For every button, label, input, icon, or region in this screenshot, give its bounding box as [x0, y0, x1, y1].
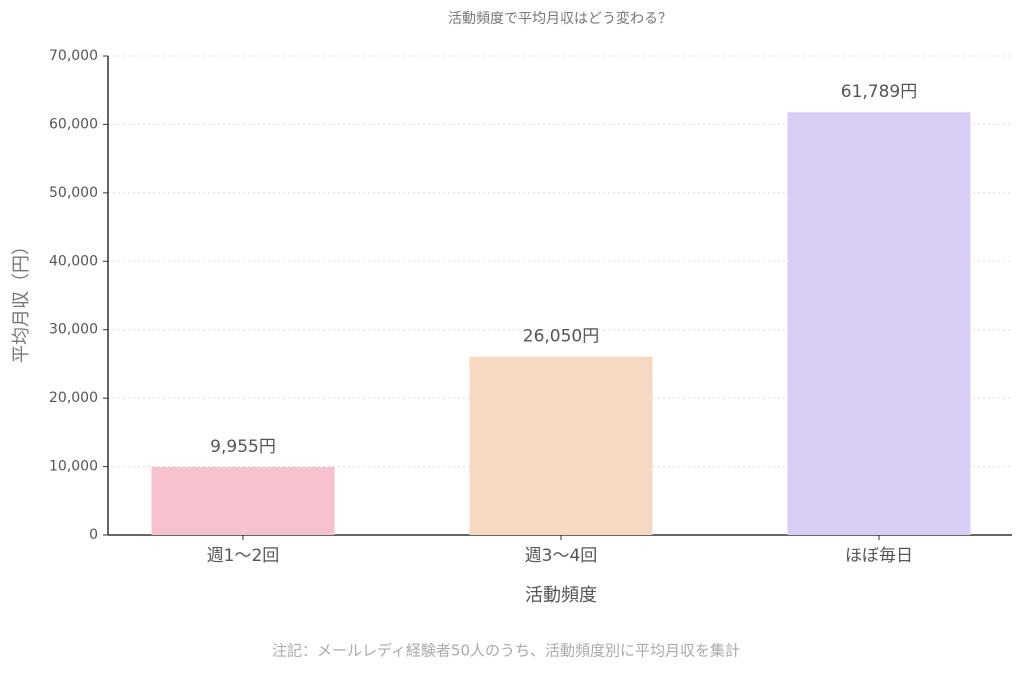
y-axis-label: 平均月収（円）: [11, 237, 32, 363]
y-tick-label: 20,000: [49, 390, 98, 406]
note: 注記：メールレディ経験者50人のうち、活動頻度別に平均月収を集計: [272, 642, 740, 660]
x-tick-label: 週1〜2回: [207, 546, 280, 566]
x-tick-label: 週3〜4回: [525, 546, 598, 566]
x-axis-label: 活動頻度: [525, 585, 597, 606]
y-tick-label: 10,000: [49, 459, 98, 475]
chart-title: 活動頻度で平均月収はどう変わる？: [448, 10, 672, 27]
value-label: 9,955円: [210, 437, 276, 457]
value-label: 26,050円: [523, 327, 599, 347]
bar: [151, 466, 335, 535]
bar: [787, 112, 971, 535]
y-tick-label: 50,000: [49, 185, 98, 201]
y-tick-label: 60,000: [49, 116, 98, 132]
x-tick-label: ほぼ毎日: [845, 546, 913, 566]
y-tick-label: 70,000: [49, 48, 98, 64]
value-label: 61,789円: [841, 82, 917, 102]
y-tick-label: 0: [89, 527, 98, 543]
bar: [469, 356, 653, 535]
y-tick-label: 40,000: [49, 253, 98, 269]
y-tick-label: 30,000: [49, 322, 98, 338]
